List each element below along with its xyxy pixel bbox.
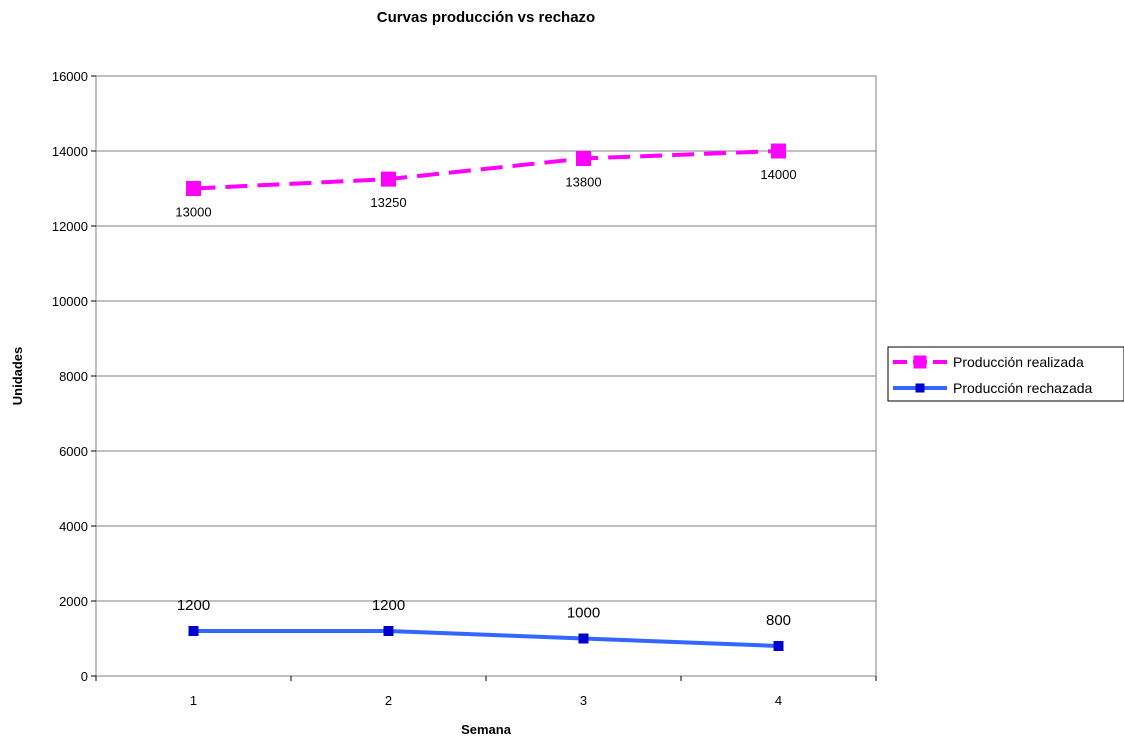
data-point — [578, 633, 589, 644]
y-axis-title: Unidades — [10, 347, 25, 406]
legend-label: Producción rechazada — [953, 380, 1093, 396]
legend-label: Producción realizada — [953, 354, 1084, 370]
y-tick-label: 6000 — [59, 444, 88, 459]
data-label: 13000 — [175, 205, 211, 220]
series-lines — [193, 149, 779, 648]
legend-swatch-marker — [915, 383, 925, 393]
data-label: 800 — [766, 612, 791, 629]
x-tick-label: 4 — [775, 693, 782, 708]
data-labels: 13000 13250 13800 14000 1200 1200 1000 800 — [175, 167, 796, 629]
chart-title: Curvas producción vs rechazo — [377, 9, 595, 26]
y-tick-label: 2000 — [59, 594, 88, 609]
legend-swatch-marker — [913, 355, 927, 369]
series-markers — [186, 143, 786, 651]
data-point — [383, 626, 394, 636]
data-label: 13800 — [565, 175, 601, 190]
y-tick-label: 0 — [81, 669, 88, 684]
y-axis-ticks: 0 2000 4000 6000 8000 10000 12000 14000 16000 — [52, 69, 96, 684]
y-tick-label: 10000 — [52, 294, 88, 309]
y-tick-label: 8000 — [59, 369, 88, 384]
y-tick-label: 4000 — [59, 519, 88, 534]
x-axis-title: Semana — [461, 722, 512, 737]
series-line — [193, 149, 779, 191]
y-tick-label: 12000 — [52, 219, 88, 234]
y-tick-label: 16000 — [52, 69, 88, 84]
data-point — [188, 626, 199, 636]
x-tick-label: 1 — [190, 693, 197, 708]
series-line — [193, 629, 779, 648]
x-axis-ticks: 1 2 3 4 — [95, 676, 877, 708]
legend: Producción realizada Producción rechazada — [887, 346, 1124, 402]
y-tick-label: 14000 — [52, 144, 88, 159]
data-point — [576, 151, 591, 166]
legend-box — [887, 346, 1124, 402]
x-tick-label: 2 — [385, 693, 392, 708]
data-label: 1200 — [177, 597, 210, 614]
data-label: 14000 — [760, 167, 796, 182]
data-point — [186, 181, 201, 196]
data-point — [771, 143, 786, 159]
data-label: 13250 — [370, 195, 406, 210]
x-tick-label: 3 — [580, 693, 587, 708]
data-label: 1200 — [372, 597, 405, 614]
data-point — [773, 641, 784, 651]
data-point — [381, 171, 396, 187]
data-label: 1000 — [567, 605, 600, 622]
